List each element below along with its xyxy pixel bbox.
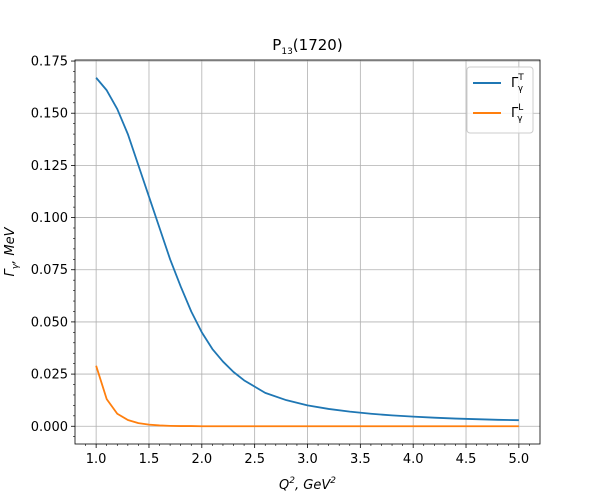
x-tick-label: 3.0 — [297, 452, 318, 467]
y-axis-label: Γγ, MeV — [3, 226, 21, 276]
x-tick-label: 5.0 — [509, 452, 530, 467]
x-tick-label: 1.0 — [86, 452, 107, 467]
x-axis-label: Q2, GeV2 — [279, 476, 336, 493]
y-tick-label: 0.175 — [31, 55, 68, 70]
y-tick-label: 0.150 — [31, 107, 68, 122]
y-tick-label: 0.100 — [31, 211, 68, 226]
x-tick-label: 2.5 — [244, 452, 265, 467]
series-group — [95, 77, 519, 428]
legend: ΓT γ ΓL γ — [466, 66, 534, 134]
y-tick-label: 0.000 — [31, 420, 68, 435]
chart-title: P13(1720) — [272, 36, 342, 57]
series-transverse-line — [95, 77, 519, 422]
ticks: 1.0 1.5 2.0 2.5 3.0 3.5 4.0 4.5 5.0 0.000 0.025 0.0… — [31, 55, 530, 467]
x-tick-label: 1.5 — [139, 452, 160, 467]
y-tick-label: 0.125 — [31, 159, 68, 174]
legend-label-longitudinal: ΓL γ — [511, 103, 523, 124]
y-tick-label: 0.050 — [31, 315, 68, 330]
x-tick-label: 4.5 — [456, 452, 477, 467]
x-tick-label: 2.0 — [191, 452, 212, 467]
x-tick-label: 4.0 — [403, 452, 424, 467]
x-tick-label: 3.5 — [350, 452, 371, 467]
y-tick-label: 0.025 — [31, 368, 68, 383]
series-longitudinal-line — [95, 365, 519, 428]
y-tick-label: 0.075 — [31, 263, 68, 278]
legend-label-transverse: ΓT γ — [511, 73, 524, 94]
